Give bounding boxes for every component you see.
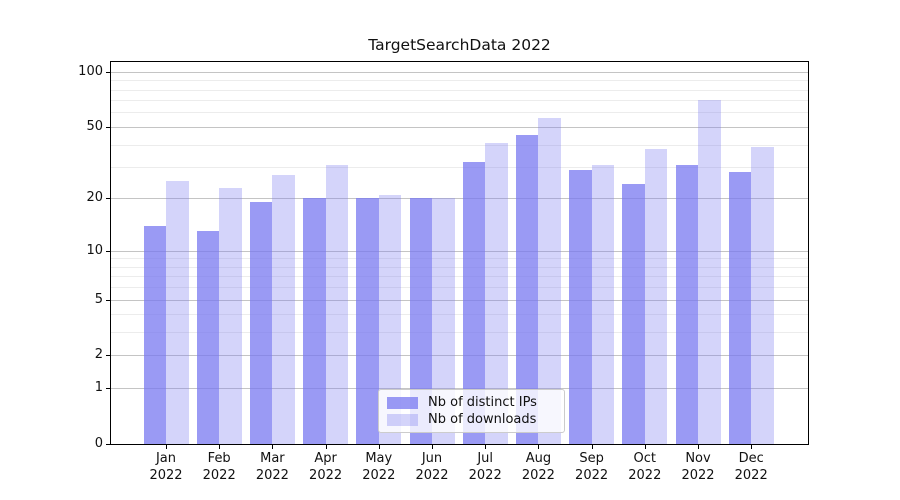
legend-label-downloads: Nb of downloads — [428, 412, 537, 427]
bar-downloads-may — [378, 194, 402, 444]
bar-downloads-dec — [751, 146, 774, 444]
minor-gridline-9 — [111, 258, 808, 260]
x-tick-mark-may — [378, 445, 380, 449]
minor-gridline-60 — [111, 112, 808, 114]
major-gridline-50 — [111, 126, 808, 128]
y-tick-label-100: 100 — [78, 63, 103, 79]
x-tick-mark-nov — [698, 445, 699, 449]
y-tick-label-50: 50 — [86, 118, 103, 134]
major-gridline-20 — [111, 198, 808, 200]
x-tick-mark-aug — [538, 445, 540, 449]
bar-distinct-ips-feb — [196, 231, 220, 444]
x-tick-label-feb: Feb 2022 — [202, 451, 236, 483]
minor-gridline-90 — [111, 80, 808, 82]
major-gridline-100 — [111, 71, 808, 73]
bar-distinct-ips-mar — [249, 202, 273, 444]
bar-downloads-jul — [485, 142, 508, 444]
bar-downloads-jun — [432, 198, 455, 444]
bar-downloads-jan — [166, 181, 189, 444]
x-tick-mark-sep — [591, 445, 593, 449]
major-gridline-5 — [111, 299, 808, 301]
major-gridline-10 — [111, 250, 808, 252]
bar-distinct-ips-oct — [622, 184, 645, 444]
y-tick-mark-20 — [106, 198, 110, 200]
x-tick-mark-oct — [644, 445, 646, 449]
x-tick-label-may: May 2022 — [362, 451, 396, 483]
x-tick-label-mar: Mar 2022 — [255, 451, 289, 483]
x-tick-label-jun: Jun 2022 — [415, 451, 449, 483]
major-gridline-1 — [111, 388, 808, 390]
y-tick-mark-1 — [106, 388, 110, 390]
bar-distinct-ips-sep — [569, 169, 592, 444]
y-tick-label-20: 20 — [86, 190, 103, 206]
x-tick-label-apr: Apr 2022 — [309, 451, 343, 483]
legend-label-distinct-ips: Nb of distinct IPs — [428, 395, 537, 410]
x-tick-label-nov: Nov 2022 — [681, 451, 715, 483]
x-tick-mark-apr — [325, 445, 327, 449]
bar-downloads-aug — [538, 117, 561, 444]
legend-item-distinct-ips: Nb of distinct IPs — [387, 395, 556, 410]
bar-distinct-ips-jun — [409, 198, 432, 444]
bar-downloads-mar — [272, 175, 295, 444]
y-tick-mark-5 — [106, 299, 110, 301]
x-tick-label-dec: Dec 2022 — [734, 451, 768, 483]
y-tick-label-2: 2 — [94, 347, 103, 363]
y-tick-mark-2 — [106, 355, 110, 357]
x-tick-label-jan: Jan 2022 — [149, 451, 183, 483]
chart-title: TargetSearchData 2022 — [368, 36, 551, 54]
minor-gridline-40 — [111, 144, 808, 146]
y-tick-label-1: 1 — [94, 380, 103, 396]
x-tick-label-sep: Sep 2022 — [575, 451, 609, 483]
legend-item-downloads: Nb of downloads — [387, 412, 556, 427]
x-tick-mark-mar — [272, 445, 274, 449]
bar-distinct-ips-nov — [675, 164, 698, 444]
minor-gridline-70 — [111, 100, 808, 102]
minor-gridline-80 — [111, 89, 808, 91]
x-tick-label-jul: Jul 2022 — [468, 451, 502, 483]
bar-distinct-ips-apr — [303, 198, 326, 444]
major-gridline-2 — [111, 355, 808, 357]
x-tick-label-aug: Aug 2022 — [521, 451, 555, 483]
x-tick-mark-jul — [485, 445, 487, 449]
plot-area — [110, 61, 809, 445]
minor-gridline-6 — [111, 287, 808, 289]
minor-gridline-7 — [111, 276, 808, 278]
x-tick-mark-jun — [432, 445, 433, 449]
y-tick-mark-10 — [106, 250, 110, 252]
minor-gridline-4 — [111, 314, 808, 316]
minor-gridline-3 — [111, 332, 808, 334]
bar-downloads-oct — [644, 148, 668, 444]
legend-swatch-downloads — [387, 413, 418, 426]
y-tick-mark-0 — [106, 444, 110, 445]
bar-distinct-ips-jul — [462, 162, 486, 444]
x-tick-mark-jan — [166, 445, 167, 449]
bar-downloads-nov — [698, 100, 721, 444]
y-tick-mark-50 — [106, 126, 110, 128]
bar-downloads-feb — [219, 187, 242, 444]
bar-distinct-ips-aug — [515, 135, 539, 444]
x-tick-label-oct: Oct 2022 — [628, 451, 662, 483]
bar-distinct-ips-may — [356, 198, 379, 444]
bar-distinct-ips-dec — [728, 172, 752, 444]
bar-distinct-ips-jan — [143, 225, 166, 444]
y-tick-label-10: 10 — [86, 242, 103, 258]
y-tick-mark-100 — [106, 71, 110, 73]
y-tick-label-5: 5 — [94, 291, 103, 307]
x-tick-mark-dec — [751, 445, 753, 449]
minor-gridline-8 — [111, 266, 808, 268]
minor-gridline-30 — [111, 167, 808, 168]
bar-downloads-sep — [591, 164, 615, 444]
bar-downloads-apr — [325, 164, 349, 444]
y-tick-label-0: 0 — [94, 436, 103, 451]
legend-swatch-distinct-ips — [387, 396, 418, 409]
x-tick-mark-feb — [219, 445, 221, 449]
legend: Nb of distinct IPs Nb of downloads — [378, 389, 565, 433]
